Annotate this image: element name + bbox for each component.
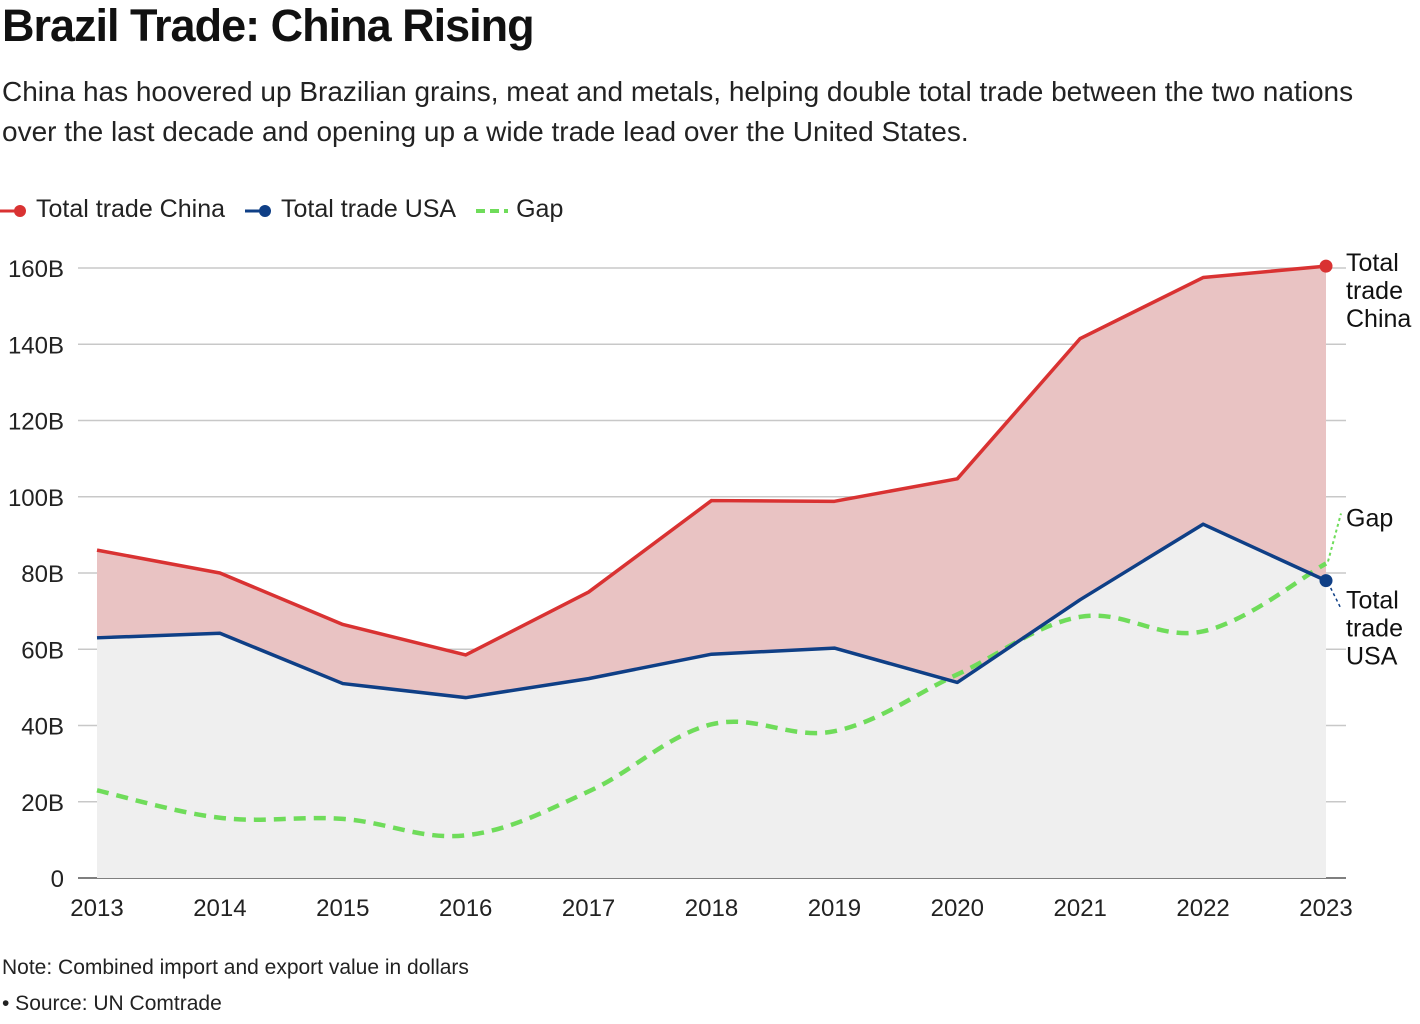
- end-marker-usa: [1319, 574, 1333, 588]
- x-tick-label-2017: 2017: [562, 895, 615, 922]
- y-tick-label-20B: 20B: [21, 790, 64, 817]
- y-tick-label-160B: 160B: [8, 256, 64, 283]
- series-line-gap: [96, 561, 1328, 839]
- series-line-usa: [96, 522, 1327, 700]
- y-tick-label-80B: 80B: [21, 561, 64, 588]
- chart-subtitle: China has hoovered up Brazilian grains, …: [2, 76, 1354, 147]
- y-tick-label-100B: 100B: [8, 485, 64, 512]
- gap-leader-line: [1327, 513, 1342, 562]
- end-label-china-line-1: Total: [1346, 249, 1399, 277]
- usa-leader-line: [1327, 582, 1342, 609]
- x-tick-label-2018: 2018: [685, 895, 738, 922]
- x-tick-label-2023: 2023: [1299, 895, 1352, 922]
- chart-title: Brazil Trade: China Rising: [2, 0, 535, 51]
- x-tick-label-2016: 2016: [439, 895, 492, 922]
- series-lines: [96, 264, 1328, 839]
- legend-china-line-icon: [0, 205, 26, 217]
- end-markers: [1319, 259, 1342, 609]
- x-tick-label-2020: 2020: [931, 895, 984, 922]
- legend: Total trade China Total trade USA Gap: [0, 192, 583, 226]
- y-axis-tick-labels: 0 20B 40B 60B 80B 100B 120B 140B 160B: [8, 256, 64, 893]
- legend-label-usa: Total trade USA: [281, 194, 457, 223]
- chart-note: Note: Combined import and export value i…: [2, 956, 469, 979]
- legend-item-gap: Gap: [476, 195, 563, 224]
- chart-source: • Source: UN Comtrade: [2, 992, 222, 1015]
- end-label-gap: Gap: [1346, 504, 1393, 532]
- end-label-gap-line-1: Gap: [1346, 504, 1393, 532]
- legend-item-china: Total trade China: [0, 195, 225, 224]
- end-label-china: Total trade China: [1346, 249, 1411, 333]
- end-label-usa-line-3: USA: [1346, 643, 1398, 671]
- end-label-usa-line-2: trade: [1346, 615, 1403, 643]
- legend-gap-dashed-line-icon: [476, 209, 509, 213]
- end-label-china-line-3: China: [1346, 305, 1411, 333]
- y-tick-label-140B: 140B: [8, 332, 64, 359]
- gap-area-fill: [97, 266, 1326, 698]
- legend-label-china: Total trade China: [36, 194, 226, 223]
- y-tick-label-40B: 40B: [21, 714, 64, 741]
- x-tick-label-2015: 2015: [316, 895, 369, 922]
- x-tick-label-2022: 2022: [1176, 895, 1229, 922]
- x-axis-tick-labels: 2013 2014 2015 2016 2017 2018 2019 2020 2021 2022…: [70, 895, 1352, 922]
- x-tick-label-2014: 2014: [193, 895, 246, 922]
- legend-label-gap: Gap: [516, 194, 564, 223]
- x-tick-label-2021: 2021: [1054, 895, 1107, 922]
- end-label-usa: Total trade USA: [1346, 587, 1403, 671]
- series-line-china: [96, 264, 1327, 657]
- x-tick-label-2019: 2019: [808, 895, 861, 922]
- y-tick-label-120B: 120B: [8, 409, 64, 436]
- end-marker-china: [1319, 259, 1333, 273]
- legend-item-usa: Total trade USA: [245, 195, 456, 224]
- legend-usa-line-icon: [245, 205, 272, 217]
- y-tick-label-60B: 60B: [21, 637, 64, 664]
- area-fills: [97, 266, 1326, 878]
- end-label-china-line-2: trade: [1346, 277, 1403, 305]
- x-tick-label-2013: 2013: [70, 895, 123, 922]
- y-tick-label-0: 0: [51, 866, 64, 893]
- usa-area-fill: [97, 524, 1326, 878]
- end-label-usa-line-1: Total: [1346, 587, 1399, 615]
